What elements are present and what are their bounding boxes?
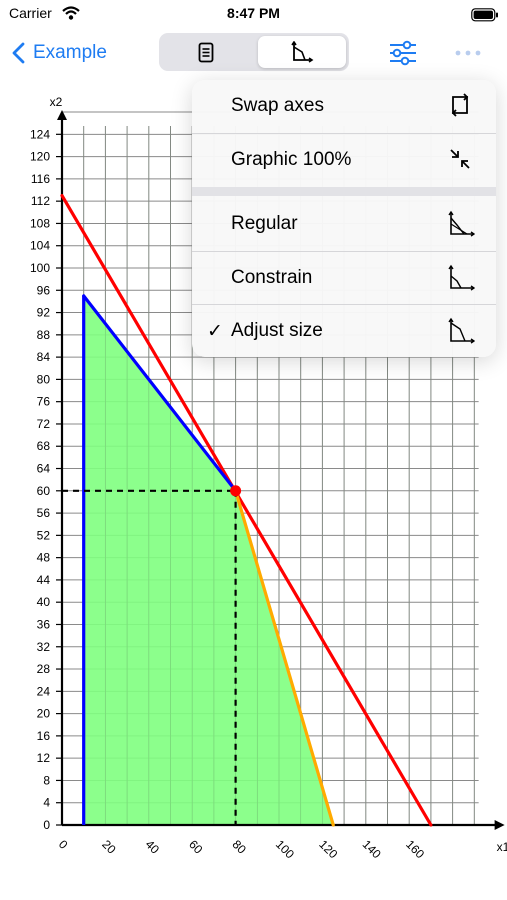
y-tick-label: 84 [37, 350, 51, 364]
y-tick-label: 4 [43, 796, 50, 810]
status-time: 8:47 PM [227, 5, 280, 21]
y-tick-label: 92 [37, 306, 51, 320]
view-segmented-control [159, 33, 349, 71]
y-tick-label: 72 [37, 417, 51, 431]
menu-item-label: Graphic 100% [231, 149, 352, 170]
y-tick-label: 52 [37, 528, 51, 542]
x-tick-label: 60 [186, 837, 206, 857]
menu-separator [192, 251, 496, 252]
segment-document[interactable] [162, 36, 250, 68]
battery-icon [471, 8, 498, 22]
y-tick-label: 60 [37, 484, 51, 498]
menu-item-constrain[interactable]: Constrain [192, 252, 496, 305]
y-tick-label: 116 [31, 172, 50, 186]
y-tick-label: 20 [37, 707, 51, 721]
x-tick-label: 100 [273, 837, 297, 861]
y-tick-label: 76 [37, 395, 51, 409]
x-tick-label: 40 [143, 837, 163, 857]
x-tick-label: 120 [316, 837, 340, 861]
x-tick-label: 160 [403, 837, 427, 861]
back-label: Example [33, 42, 107, 63]
menu-section-gap [192, 187, 496, 196]
graph-constrain-icon [448, 264, 475, 291]
x-tick-label: 0 [56, 837, 71, 852]
y-tick-label: 16 [37, 729, 51, 743]
y-tick-label: 56 [37, 506, 51, 520]
y-axis-label: x2 [50, 95, 63, 109]
graph-adjust-icon [448, 317, 475, 344]
y-tick-label: 48 [37, 551, 51, 565]
wifi-icon [62, 6, 80, 20]
constraint-line [234, 489, 335, 827]
y-tick-label: 36 [37, 617, 51, 631]
menu-item-label: Regular [231, 213, 298, 234]
y-tick-label: 32 [37, 640, 51, 654]
y-tick-label: 80 [37, 372, 51, 386]
y-tick-label: 12 [37, 751, 51, 765]
y-tick-label: 40 [37, 595, 51, 609]
chevron-left-icon [12, 42, 25, 64]
shrink-arrows-icon [450, 149, 470, 169]
menu-item-swap-axes[interactable]: Swap axes [192, 80, 496, 133]
nav-bar: Example [0, 30, 507, 78]
menu-item-label: Adjust size [231, 320, 323, 341]
sliders-icon [390, 40, 416, 66]
y-tick-label: 44 [37, 573, 51, 587]
menu-separator [192, 304, 496, 305]
y-tick-label: 68 [37, 439, 51, 453]
x-axis-label: x1 [497, 840, 507, 854]
y-tick-label: 28 [37, 662, 51, 676]
y-tick-label: 96 [37, 283, 51, 297]
swap-axes-icon [451, 93, 469, 117]
menu-item-label: Constrain [231, 267, 313, 288]
x-tick-label: 80 [229, 837, 249, 857]
x-axis-arrow [494, 820, 505, 830]
segment-graph[interactable] [258, 36, 346, 68]
filter-button[interactable] [389, 40, 417, 71]
menu-item-label: Swap axes [231, 95, 324, 116]
constraint-line [60, 193, 433, 827]
optimum-point [230, 485, 242, 497]
options-menu: Swap axes Graphic 100% Regular Constrain [192, 80, 496, 357]
y-tick-label: 88 [37, 328, 51, 342]
feasible-region [83, 295, 334, 826]
y-tick-label: 124 [30, 127, 50, 141]
menu-item-regular[interactable]: Regular [192, 198, 496, 251]
graph-icon [291, 41, 314, 63]
y-tick-label: 120 [30, 150, 50, 164]
y-tick-label: 8 [43, 773, 50, 787]
y-tick-label: 0 [43, 818, 50, 832]
y-tick-label: 104 [30, 239, 50, 253]
y-tick-label: 100 [30, 261, 50, 275]
carrier-label: Carrier [9, 5, 52, 21]
x-tick-label: 20 [99, 837, 119, 857]
y-tick-label: 64 [37, 462, 51, 476]
y-axis-arrow [57, 110, 67, 120]
graph-regular-icon [448, 210, 475, 237]
status-bar: Carrier 8:47 PM [0, 0, 507, 30]
more-button[interactable] [453, 40, 483, 71]
x-tick-label: 140 [360, 837, 384, 861]
menu-item-adjust-size[interactable]: ✓ Adjust size [192, 305, 496, 357]
menu-separator [192, 133, 496, 134]
constraint-line [82, 294, 238, 493]
y-tick-label: 24 [37, 684, 51, 698]
ellipsis-icon [455, 50, 481, 56]
y-tick-label: 112 [31, 194, 50, 208]
document-icon [198, 42, 214, 62]
menu-item-graphic-100[interactable]: Graphic 100% [192, 134, 496, 187]
back-button[interactable]: Example [12, 38, 107, 68]
y-tick-label: 108 [30, 216, 50, 230]
checkmark-icon: ✓ [207, 321, 223, 342]
